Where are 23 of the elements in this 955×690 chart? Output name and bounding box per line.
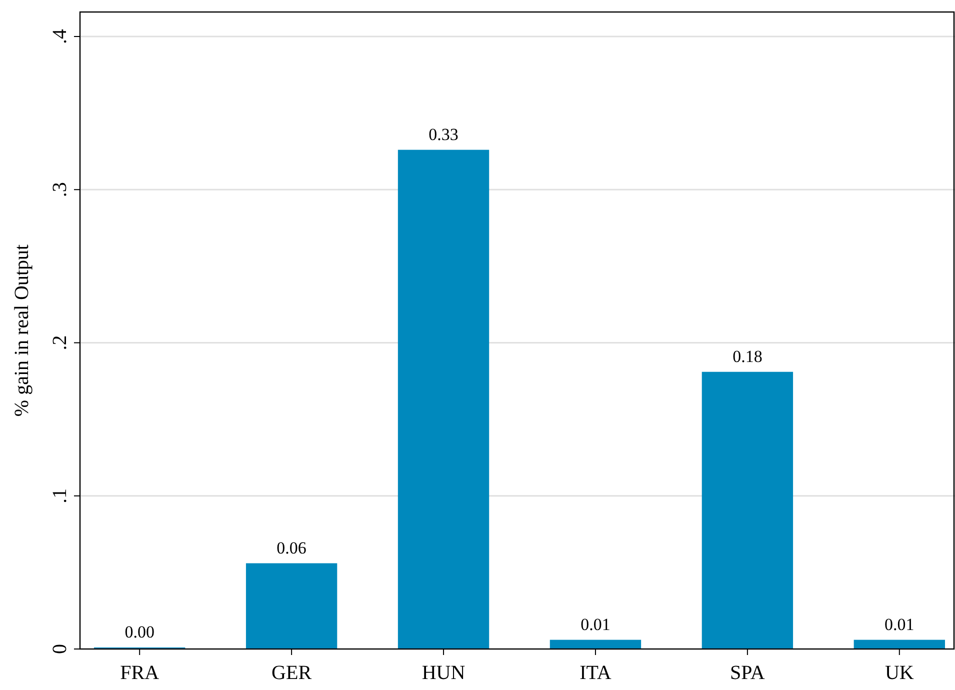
data-label: 0.01 <box>580 614 610 634</box>
y-tick-label: .2 <box>49 335 71 350</box>
y-tick-label: 0 <box>49 644 71 654</box>
bar <box>246 563 338 649</box>
bar <box>854 640 945 649</box>
data-label: 0.18 <box>732 346 762 366</box>
data-label: 0.33 <box>428 124 458 144</box>
data-label: 0.00 <box>124 622 154 642</box>
y-tick-label: .3 <box>49 182 71 198</box>
x-tick-label: SPA <box>730 662 766 684</box>
x-tick-label: ITA <box>580 662 612 684</box>
y-tick-label: .1 <box>49 488 71 504</box>
x-tick-label: UK <box>884 662 914 684</box>
x-tick-label: FRA <box>120 662 160 684</box>
x-tick-label: HUN <box>422 662 466 684</box>
bar <box>702 372 794 649</box>
x-tick-label: GER <box>272 662 312 684</box>
data-label: 0.01 <box>884 614 914 634</box>
bar <box>550 640 642 649</box>
bar <box>398 150 490 649</box>
y-tick-label: .4 <box>49 29 71 44</box>
y-axis-title: % gain in real Output <box>11 244 33 417</box>
data-label: 0.06 <box>276 538 306 558</box>
